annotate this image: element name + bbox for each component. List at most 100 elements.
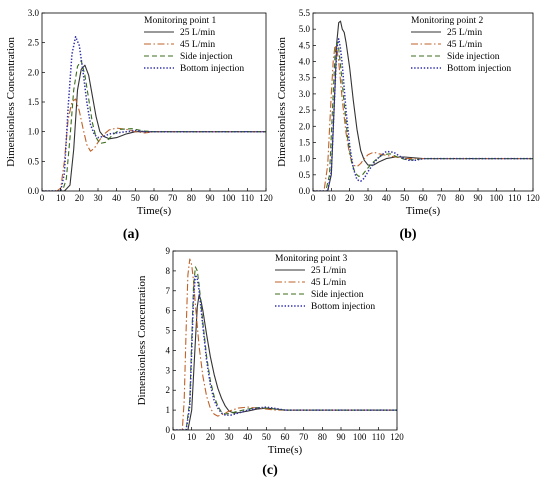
x-tick-label: 30 [94,193,104,203]
x-tick-label: 70 [168,193,178,203]
x-tick-label: 10 [187,432,197,442]
y-tick-label: 9 [166,246,171,256]
y-axis-label: Dimensionless Concentration [5,37,17,167]
x-tick-label: 100 [490,193,504,203]
series-group [173,258,397,430]
chart-panel-3: 0 10 20 30 40 50 60 70 80 90 100 110 120 0 1 2 3 4 5 6 7 8 9 Ti… [136,246,404,478]
legend-label-3: Side injection [311,290,364,300]
y-tick-label: 3.0 [299,89,311,99]
y-tick-label: 8 [166,266,171,276]
x-tick-label: 40 [112,193,122,203]
y-tick-label: 0.5 [299,170,311,180]
legend-label-2: 45 L/min [447,40,482,50]
x-tick-label: 50 [262,432,272,442]
legend-label-1: 25 L/min [180,28,215,38]
y-tick-label: 4.5 [299,40,311,50]
x-tick-label: 20 [345,193,355,203]
y-tick-label: 2.0 [28,67,40,77]
x-tick-label: 40 [243,432,253,442]
legend-title: Monitoring point 2 [411,16,484,26]
y-tick-label: 3.0 [28,8,40,18]
x-tick-label: 100 [222,193,236,203]
series-line-1 [313,20,533,191]
legend-label-3: Side injection [447,52,500,62]
legend-label-2: 45 L/min [180,40,215,50]
x-tick-label: 0 [311,193,316,203]
x-tick-label: 70 [437,193,447,203]
x-tick-label: 10 [327,193,337,203]
x-tick-label: 60 [419,193,429,203]
y-tick-label: 0.0 [299,186,311,196]
y-tick-label: 2.5 [299,105,311,115]
x-tick-label: 40 [382,193,392,203]
y-tick-label: 5.5 [299,8,311,18]
x-tick-label: 120 [526,193,540,203]
y-tick-label: 1 [166,405,171,415]
y-tick-label: 6 [166,306,171,316]
legend-label-4: Bottom injection [311,302,375,312]
y-tick-label: 2 [166,385,171,395]
x-tick-label: 70 [299,432,309,442]
legend-label-4: Bottom injection [447,64,511,74]
y-tick-label: 1.5 [28,97,40,107]
series-line-1 [42,64,266,191]
x-tick-label: 20 [75,193,85,203]
series-line-3 [42,59,266,191]
legend-title: Monitoring point 3 [275,254,348,264]
y-tick-label: 2.5 [28,38,40,48]
y-tick-label: 2.0 [299,121,311,131]
x-tick-label: 30 [225,432,235,442]
series-line-2 [173,258,397,430]
legend-label-4: Bottom injection [180,64,244,74]
x-tick-label: 10 [56,193,66,203]
x-tick-label: 0 [171,432,176,442]
x-tick-label: 110 [372,432,386,442]
chart-panel-1: 0 10 20 30 40 50 60 70 80 90 100 110 120 0.0 0.5 1.0 1.5… [5,8,273,242]
x-tick-label: 80 [455,193,465,203]
x-tick-label: 60 [150,193,160,203]
x-tick-label: 50 [400,193,410,203]
y-tick-label: 1.0 [28,127,40,137]
series-line-4 [313,38,533,191]
x-tick-label: 0 [40,193,45,203]
x-tick-label: 50 [131,193,141,203]
x-tick-label: 90 [206,193,216,203]
y-tick-label: 3.5 [299,73,311,83]
plot-frame [41,12,267,192]
x-axis-label: Time(s) [406,205,441,217]
legend-label-2: 45 L/min [311,278,346,288]
legend-title: Monitoring point 1 [144,16,217,26]
x-axis-label: Time(s) [137,205,172,217]
y-axis-label: Dimensionless Concentration [276,37,288,167]
y-tick-label: 0.0 [28,186,40,196]
x-tick-label: 80 [187,193,197,203]
y-tick-label: 0 [166,425,171,435]
series-line-4 [173,274,397,430]
chart-panel-2: 0 10 20 30 40 50 60 70 80 90 100 110 120 0.0 0.5 1.0 1.5… [276,8,540,242]
x-tick-label: 120 [390,432,404,442]
legend-label-1: 25 L/min [311,266,346,276]
panel-label: (c) [262,463,278,478]
y-tick-label: 1.0 [299,154,311,164]
y-tick-label: 4.0 [299,57,311,67]
x-tick-label: 110 [241,193,255,203]
x-tick-label: 90 [337,432,347,442]
x-tick-label: 80 [318,432,328,442]
panel-label: (a) [123,227,140,242]
series-group [42,35,266,191]
y-axis-label: Dimensionless Concentration [136,275,148,405]
x-tick-label: 120 [259,193,273,203]
x-tick-label: 20 [206,432,216,442]
x-tick-label: 90 [474,193,484,203]
x-tick-label: 30 [364,193,374,203]
x-tick-label: 110 [508,193,522,203]
series-group [313,20,533,191]
panel-label: (b) [399,227,416,242]
y-tick-label: 1.5 [299,137,311,147]
x-tick-label: 100 [353,432,367,442]
legend-label-3: Side injection [180,52,233,62]
y-tick-label: 5.0 [299,24,311,34]
y-tick-label: 7 [166,286,171,296]
plot-frame [172,250,398,431]
